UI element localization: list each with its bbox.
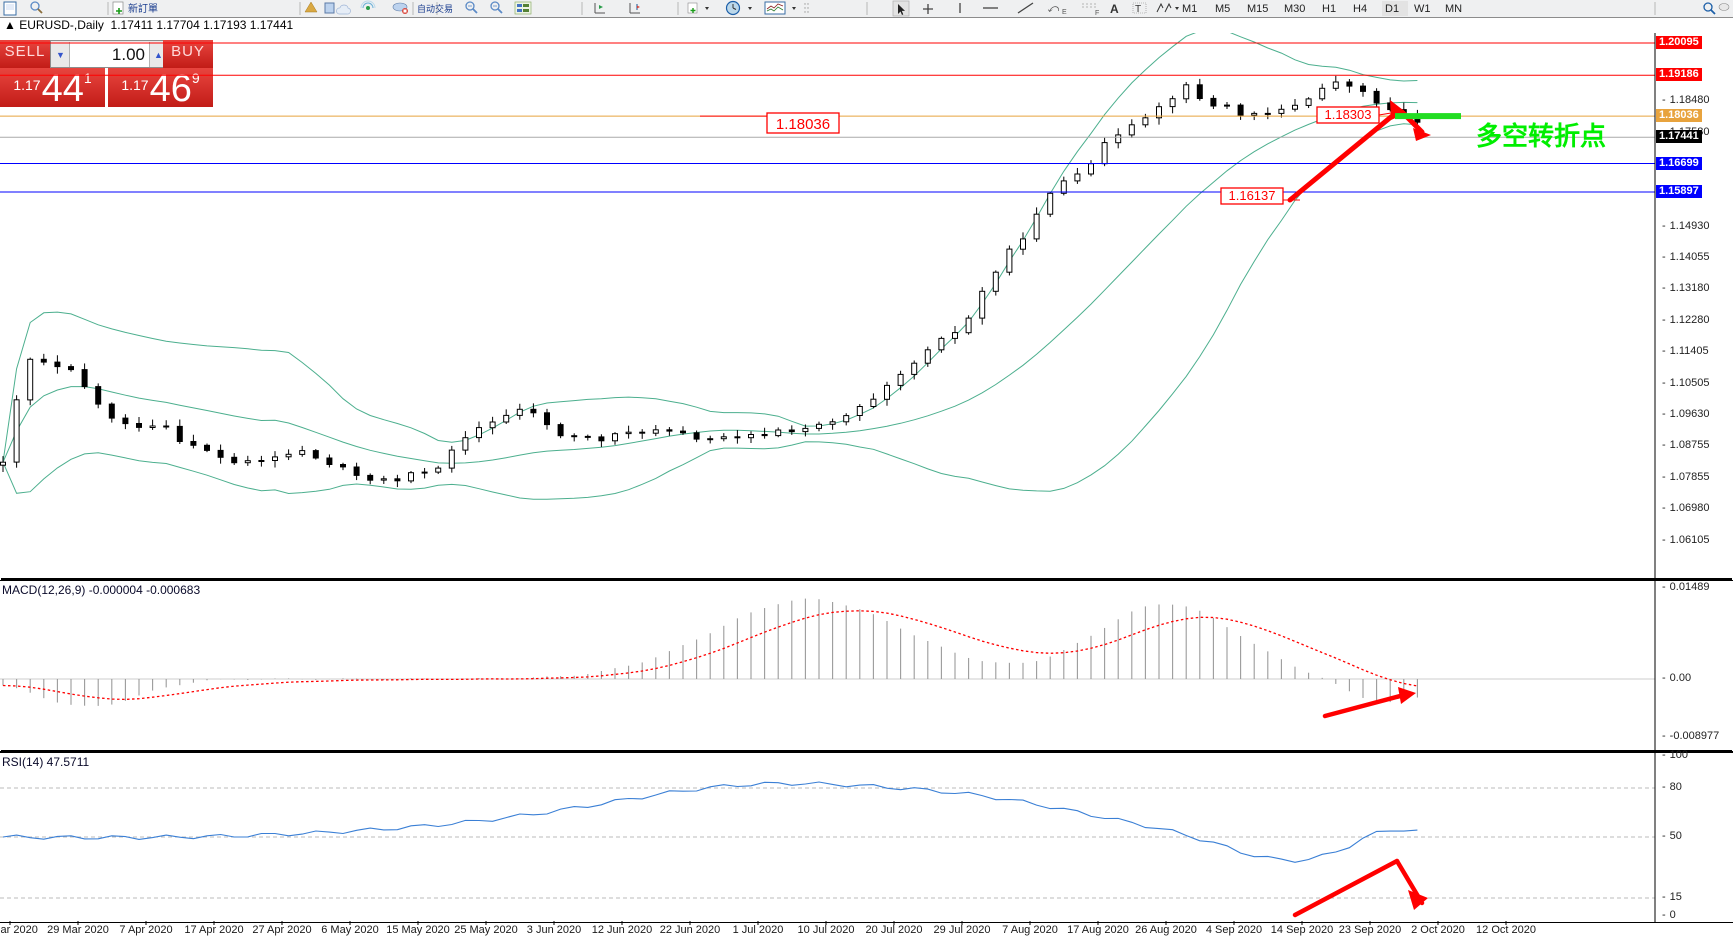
svg-text:F: F	[1095, 10, 1099, 17]
svg-text:H1: H1	[1322, 3, 1336, 15]
svg-text:1.16137: 1.16137	[1229, 188, 1276, 203]
svg-text:MN: MN	[1445, 3, 1462, 15]
svg-text:A: A	[1110, 2, 1119, 16]
svg-text:M15: M15	[1247, 3, 1268, 15]
svg-text:自动交易: 自动交易	[417, 3, 453, 14]
svg-text:M1: M1	[1182, 3, 1197, 15]
svg-text:H4: H4	[1353, 3, 1367, 15]
svg-text:多空转折点: 多空转折点	[1476, 121, 1606, 151]
svg-text:1.18303: 1.18303	[1325, 107, 1372, 122]
svg-text:新訂單: 新訂單	[128, 2, 158, 15]
svg-text:M5: M5	[1215, 3, 1230, 15]
svg-text:1.18036: 1.18036	[776, 116, 830, 133]
svg-text:W1: W1	[1414, 3, 1431, 15]
svg-text:⤺: ⤺	[1047, 3, 1060, 15]
svg-text:E: E	[1062, 9, 1067, 16]
svg-text:M30: M30	[1284, 3, 1305, 15]
svg-text:D1: D1	[1385, 3, 1399, 15]
svg-text:T: T	[1135, 4, 1141, 15]
